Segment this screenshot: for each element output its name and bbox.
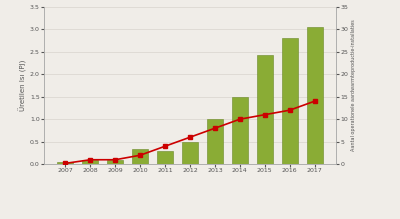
- Bar: [132, 149, 148, 164]
- Bar: [282, 38, 298, 164]
- Bar: [107, 160, 123, 164]
- Bar: [157, 151, 173, 164]
- Y-axis label: Aantal operationele aardwarmteproductie-installaties: Aantal operationele aardwarmteproductie-…: [351, 19, 356, 151]
- Bar: [82, 160, 98, 164]
- Bar: [57, 162, 74, 164]
- Y-axis label: Üretilen Isı (PJ): Üretilen Isı (PJ): [19, 60, 27, 111]
- Bar: [306, 27, 323, 164]
- Bar: [257, 55, 273, 164]
- Bar: [232, 97, 248, 164]
- Bar: [207, 119, 223, 164]
- Bar: [182, 142, 198, 164]
